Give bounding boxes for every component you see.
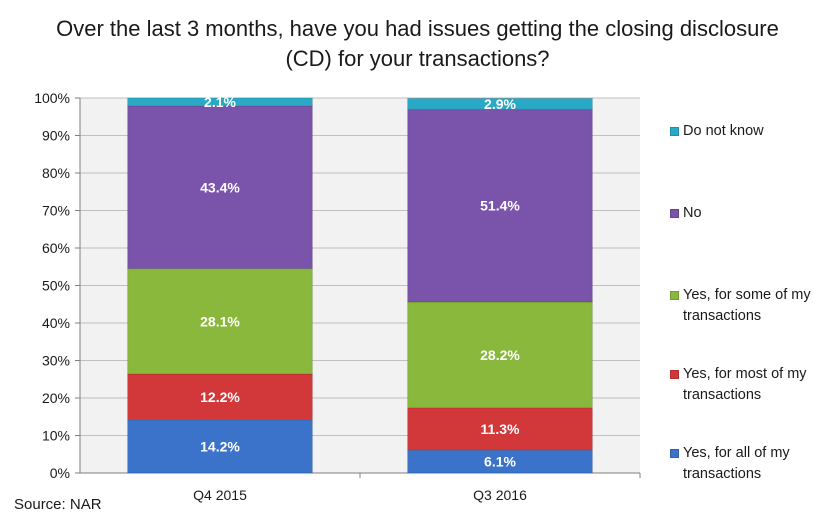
data-label: 28.2% (480, 347, 520, 363)
legend-item-yes-most: Yes, for most of my transactions (670, 364, 833, 406)
x-tick-label: Q4 2015 (193, 487, 247, 503)
x-tick-label: Q3 2016 (473, 487, 527, 503)
data-label: 2.9% (484, 96, 516, 112)
legend-label: Yes, for some of my transactions (683, 287, 811, 324)
y-tick-label: 80% (42, 165, 70, 181)
legend-item-yes-some: Yes, for some of my transactions (670, 285, 833, 327)
legend-swatch (670, 209, 679, 218)
bar-segment (127, 419, 313, 474)
legend-label: Do not know (683, 123, 764, 139)
data-label: 51.4% (480, 198, 520, 214)
bar-segment (127, 373, 313, 421)
legend-label: Yes, for all of my transactions (683, 445, 790, 482)
legend-item-no: No (670, 203, 833, 224)
y-tick-label: 70% (42, 203, 70, 219)
data-label: 6.1% (484, 454, 516, 470)
legend-label: No (683, 205, 702, 221)
legend-item-yes-all: Yes, for all of my transactions (670, 443, 833, 485)
source-note: Source: NAR (14, 496, 102, 513)
y-tick-label: 40% (42, 315, 70, 331)
data-label: 28.1% (200, 313, 240, 329)
bar-segment (407, 108, 593, 303)
legend-swatch (670, 291, 679, 300)
bar-segment (407, 97, 593, 110)
bar-segment (127, 268, 313, 375)
legend-swatch (670, 370, 679, 379)
y-tick-label: 30% (42, 353, 70, 369)
chart-title: Over the last 3 months, have you had iss… (0, 14, 835, 74)
y-tick-label: 20% (42, 390, 70, 406)
data-label: 12.2% (200, 389, 240, 405)
data-label: 14.2% (200, 438, 240, 454)
legend-label: Yes, for most of my transactions (683, 366, 807, 403)
y-tick-label: 100% (34, 90, 70, 106)
bar-segment (127, 97, 313, 107)
chart-title-line-2: (CD) for your transactions? (285, 46, 550, 71)
data-label: 43.4% (200, 179, 240, 195)
bar-segment (407, 407, 593, 451)
bar-segment (127, 105, 313, 270)
y-tick-label: 0% (50, 465, 70, 481)
y-tick-label: 90% (42, 128, 70, 144)
y-tick-label: 60% (42, 240, 70, 256)
chart-legend: Do not know No Yes, for some of my trans… (670, 0, 835, 520)
legend-swatch (670, 449, 679, 458)
chart-title-line-1: Over the last 3 months, have you had iss… (56, 16, 779, 41)
legend-item-do-not-know: Do not know (670, 121, 833, 142)
data-label: 2.1% (204, 94, 236, 110)
legend-swatch (670, 127, 679, 136)
y-tick-label: 50% (42, 278, 70, 294)
y-tick-label: 10% (42, 428, 70, 444)
data-label: 11.3% (481, 421, 520, 437)
bar-segment (407, 301, 593, 409)
